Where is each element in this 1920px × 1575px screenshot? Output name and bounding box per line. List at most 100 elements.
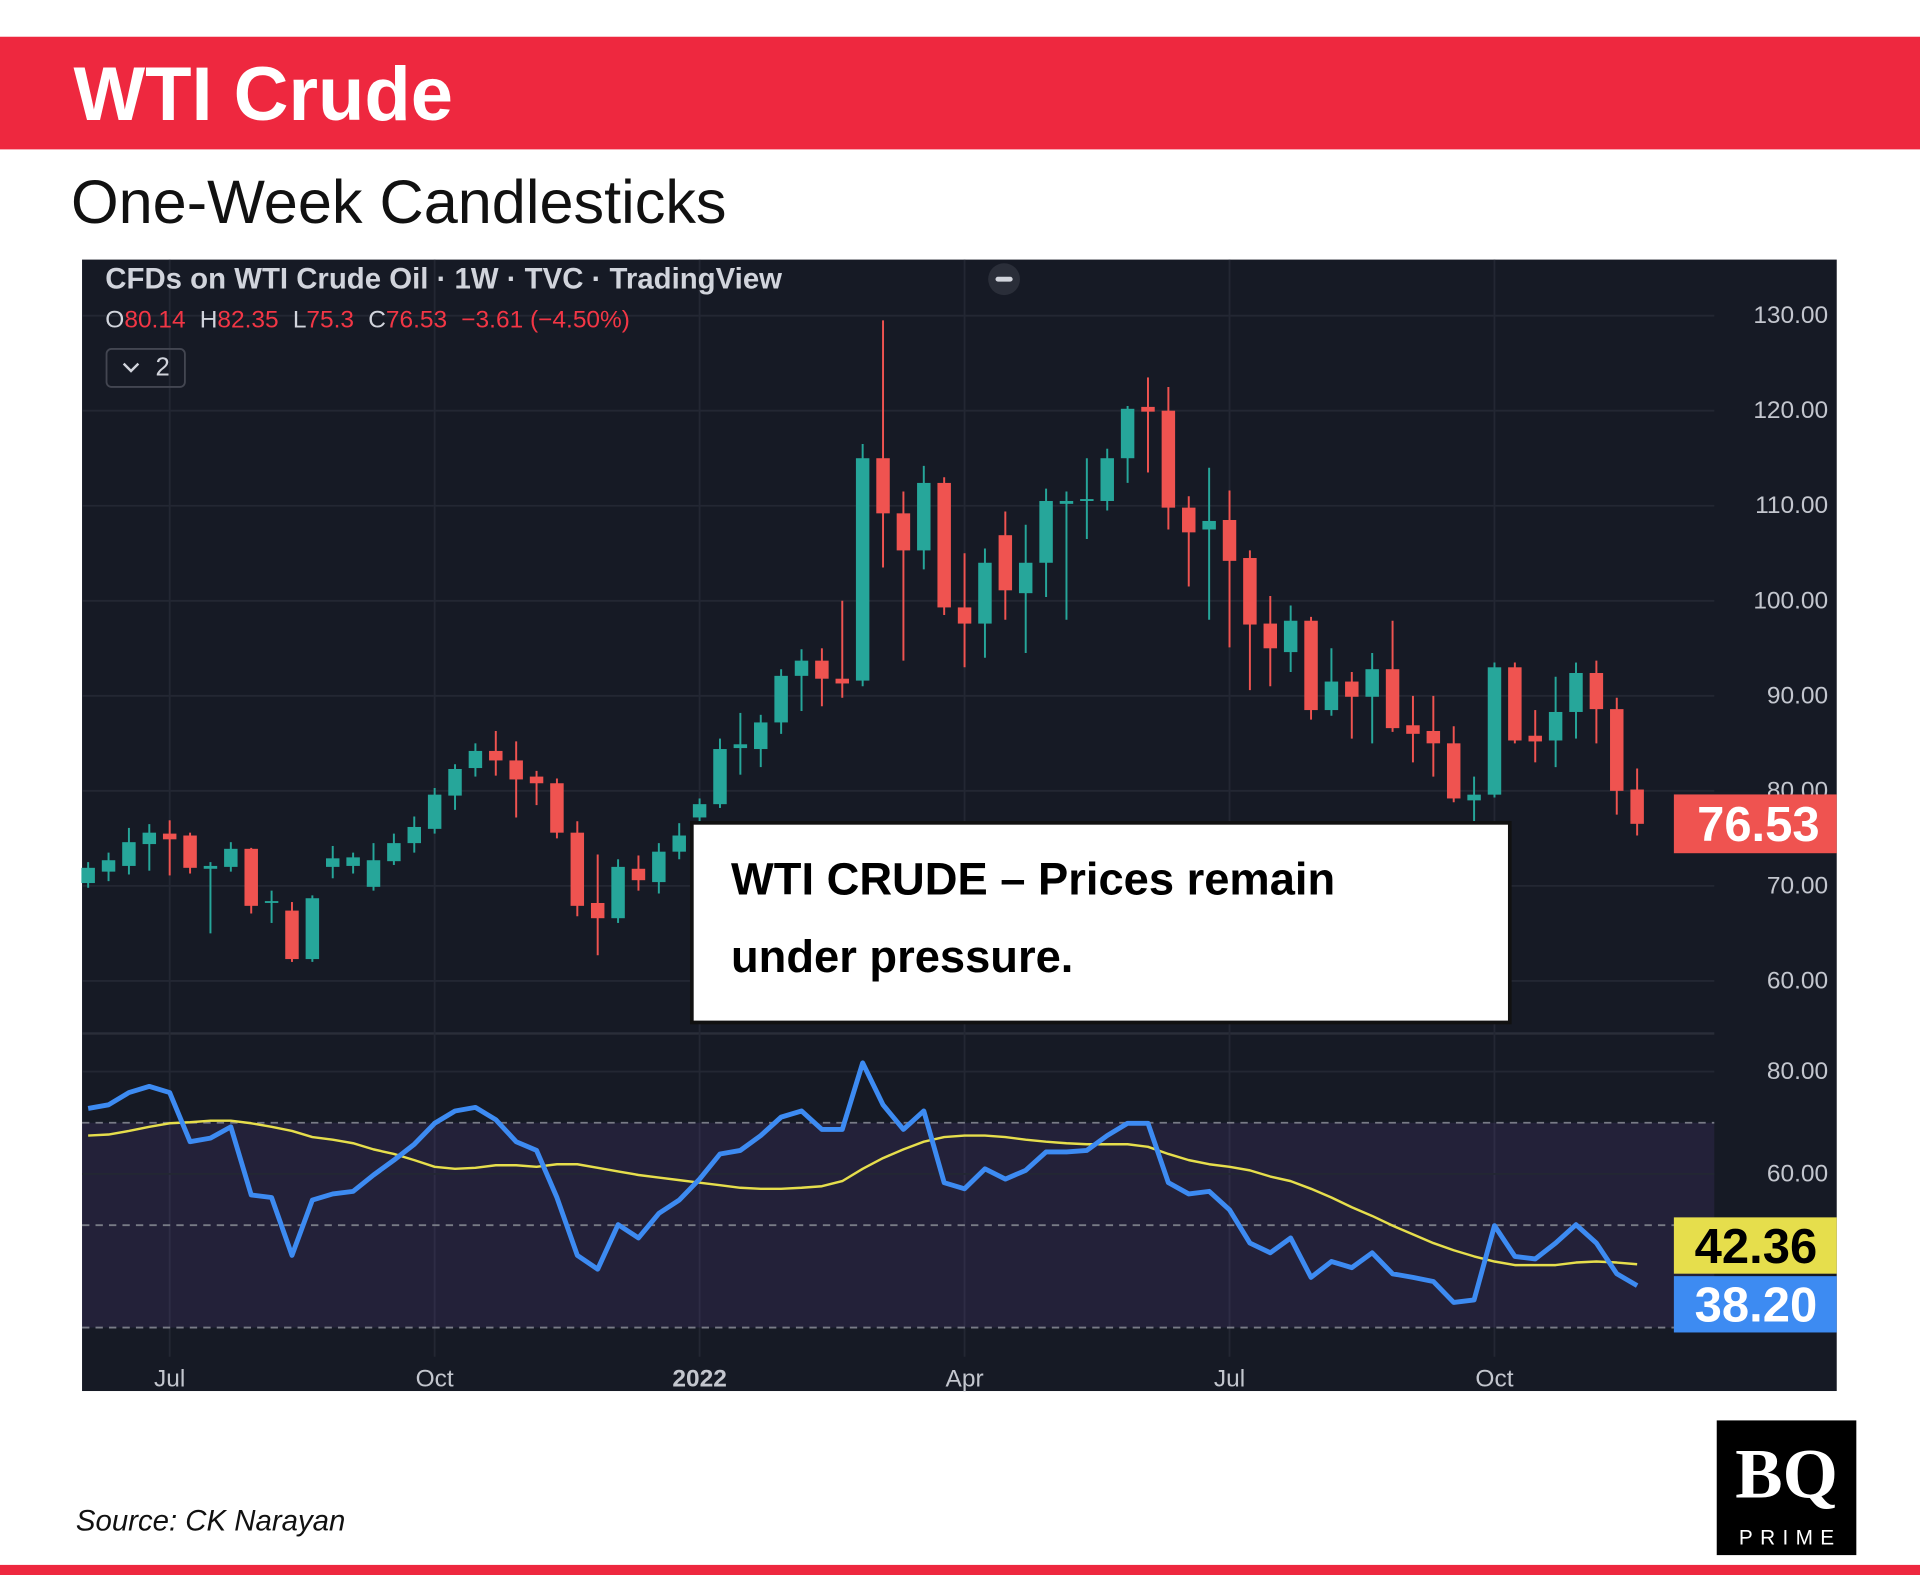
candle-body: [774, 675, 788, 723]
last-price-label: 76.53: [1697, 798, 1820, 852]
candle-body: [550, 783, 564, 833]
ohlc-change: −3.61 (−4.50%): [461, 306, 630, 333]
candle-body: [1222, 519, 1237, 561]
ohlc-value: 75.3: [306, 306, 354, 333]
candle-body: [1182, 507, 1196, 533]
candle-body: [407, 826, 421, 844]
candle-body: [917, 482, 931, 551]
candle-body: [468, 750, 483, 769]
ohlc-value: 76.53: [386, 306, 447, 333]
y-tick-label: 60.00: [1767, 967, 1828, 994]
last-value-tag: [1673, 1217, 1837, 1274]
candle-body: [101, 860, 116, 872]
logo-text: BQ: [1735, 1435, 1838, 1513]
rsi-line: [87, 1060, 1639, 1305]
ohlc-key: C: [368, 306, 386, 333]
candle-body: [448, 768, 462, 796]
logo-subtext: PRIME: [1739, 1526, 1842, 1549]
x-tick-label: 2022: [672, 1365, 726, 1392]
pane-separator: [82, 1032, 1715, 1035]
candle-body: [1385, 669, 1400, 729]
candle-body: [590, 902, 605, 919]
x-tick-label: Jul: [154, 1365, 185, 1392]
source-note: Source: CK Narayan: [76, 1504, 345, 1537]
indicator-count: 2: [156, 353, 170, 381]
candle-body: [1100, 458, 1114, 501]
candle-body: [1365, 669, 1379, 697]
candle-body: [489, 750, 503, 761]
candle-body: [1018, 562, 1033, 594]
candle-body: [387, 843, 401, 862]
candle-body: [998, 535, 1013, 591]
candle-body: [631, 868, 646, 881]
last-value-tag: [1673, 1276, 1837, 1333]
x-tick-label: Oct: [1475, 1365, 1513, 1392]
candle-body: [1508, 667, 1522, 741]
ohlc-key: L: [293, 306, 307, 333]
ohlc-key: H: [200, 306, 218, 333]
candle-body: [1406, 725, 1420, 734]
candle-body: [855, 458, 870, 681]
candle-body: [224, 848, 238, 867]
candle-body: [1039, 500, 1053, 563]
page-title: WTI Crude: [73, 52, 452, 137]
candle-body: [652, 851, 666, 883]
candle-body: [203, 865, 218, 869]
candle-body: [1487, 667, 1502, 795]
candle-body: [1080, 499, 1094, 501]
ohlc-value: 80.14: [124, 306, 185, 333]
candle-body: [1610, 709, 1624, 791]
y-tick-label: 120.00: [1753, 397, 1828, 424]
candle-body: [529, 776, 544, 784]
y-tick-label: 70.00: [1767, 872, 1828, 899]
candle-body: [957, 607, 972, 624]
candle-body: [1141, 406, 1155, 412]
candle-body: [122, 842, 136, 866]
chevron-icon: [122, 362, 140, 373]
marks: [81, 320, 1644, 1305]
x-tick-label: Jul: [1214, 1365, 1245, 1392]
indicator-toggle[interactable]: [105, 348, 186, 388]
candle-body: [794, 660, 809, 676]
ohlc-value: 82.35: [217, 306, 278, 333]
candle-body: [1548, 711, 1563, 741]
candle-body: [244, 848, 258, 906]
chart-title: CFDs on WTI Crude Oil · 1W · TVC · Tradi…: [105, 263, 782, 296]
candle-body: [326, 858, 340, 867]
y-tick-label: 90.00: [1767, 682, 1828, 709]
candle-body: [346, 857, 360, 866]
candle-body: [1263, 623, 1278, 649]
logo-box: [1716, 1420, 1857, 1556]
candle-body: [937, 482, 951, 608]
candle-body: [1243, 558, 1257, 625]
y-tick-label: 80.00: [1767, 1058, 1828, 1085]
candle-body: [713, 749, 727, 805]
candle-body: [1161, 410, 1176, 508]
candle-body: [1569, 673, 1583, 712]
candle-body: [1345, 681, 1359, 697]
candle-body: [1446, 743, 1461, 799]
collapse-icon: [995, 276, 1013, 282]
annotation-text: WTI CRUDE – Prices remain: [731, 854, 1335, 905]
candle-body: [264, 901, 279, 903]
x-tick-label: Oct: [416, 1365, 454, 1392]
candle-body: [1426, 730, 1441, 744]
bottom-band: [0, 1564, 1920, 1575]
candle-body: [672, 835, 686, 852]
candle-body: [570, 832, 585, 906]
candle-body: [733, 744, 748, 749]
y-tick-label: 60.00: [1767, 1160, 1828, 1187]
ohlc-legend: O80.14 H82.35 L75.3 C76.53 −3.61 (−4.50%…: [105, 306, 630, 333]
x-tick-label: Apr: [946, 1365, 984, 1392]
rsi-line: [88, 1119, 1638, 1267]
candle-body: [1283, 620, 1298, 653]
candle-body: [1304, 620, 1318, 711]
candle-body: [611, 866, 625, 919]
candle-body: [366, 860, 381, 887]
y-tick-label: 110.00: [1755, 492, 1828, 519]
page-subtitle: One-Week Candlesticks: [71, 168, 727, 236]
last-value-label: 38.20: [1695, 1279, 1818, 1333]
y-tick-label: 130.00: [1753, 302, 1828, 329]
